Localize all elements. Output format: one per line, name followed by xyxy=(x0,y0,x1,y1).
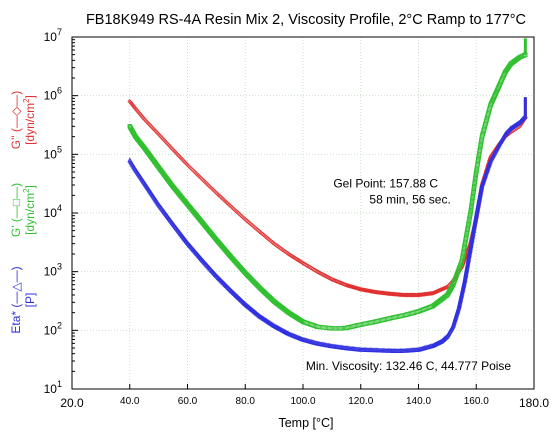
y-axis-label: G' (—□—) [dyn/cm2] xyxy=(9,183,37,237)
series-gp xyxy=(127,38,528,331)
x-tick-label: 140.0 xyxy=(406,396,431,407)
x-axis-label: Temp [°C] xyxy=(278,416,333,430)
annotation: 58 min, 56 sec. xyxy=(369,193,450,207)
series-markers xyxy=(127,52,528,331)
y-tick-label: 106 xyxy=(44,86,62,103)
series-markers xyxy=(127,113,528,354)
y-tick-label: 103 xyxy=(44,262,62,279)
annotation: Gel Point: 157.88 C xyxy=(333,177,438,191)
y-axis-label-unit: [dyn/cm2] xyxy=(22,185,37,235)
x-tick-label: 60.0 xyxy=(178,396,198,407)
y-axis-label: Eta* (—△—) [P] xyxy=(9,266,37,333)
y-tick-label: 107 xyxy=(44,27,62,44)
chart-title: FB18K949 RS-4A Resin Mix 2, Viscosity Pr… xyxy=(86,12,526,28)
y-tick-label: 102 xyxy=(44,320,62,337)
y-tick-label: 101 xyxy=(44,379,62,396)
annotations: Gel Point: 157.88 C 58 min, 56 sec. Min. V… xyxy=(306,177,512,373)
y-axis-label: G'' (—◇—) [dyn/cm2] xyxy=(9,91,37,149)
y-axis-label-name: Eta* (—△—) xyxy=(9,266,23,333)
y-axis-label-name: G' (—□—) xyxy=(9,183,23,237)
y-axis-labels: G'' (—◇—) [dyn/cm2]G' (—□—) [dyn/cm2]Eta* … xyxy=(9,91,37,334)
x-axis-ticks: 20.0 40.0 60.0 80.0 100.0 120.0 140.0 160.0 180.… xyxy=(60,384,549,410)
x-tick-label: 20.0 xyxy=(60,396,84,410)
y-axis-label-unit: [dyn/cm2] xyxy=(22,95,37,145)
x-tick-label: 160.0 xyxy=(464,396,489,407)
y-axis-label-name: G'' (—◇—) xyxy=(9,91,23,149)
annotation: Min. Viscosity: 132.46 C, 44.777 Poise xyxy=(306,359,512,373)
y-tick-label: 104 xyxy=(44,203,62,220)
grid xyxy=(72,37,534,389)
y-axis-label-unit: [P] xyxy=(23,293,37,308)
series-layer xyxy=(127,38,528,354)
y-tick-label: 105 xyxy=(44,144,62,161)
x-tick-label: 180.0 xyxy=(519,396,549,410)
series-eta* xyxy=(127,97,528,354)
x-tick-label: 100.0 xyxy=(290,396,315,407)
x-tick-label: 40.0 xyxy=(120,396,140,407)
y-axis-ticks: 101 102 103 104 105 106 107 xyxy=(44,27,78,396)
x-tick-label: 120.0 xyxy=(348,396,373,407)
x-tick-label: 80.0 xyxy=(236,396,256,407)
